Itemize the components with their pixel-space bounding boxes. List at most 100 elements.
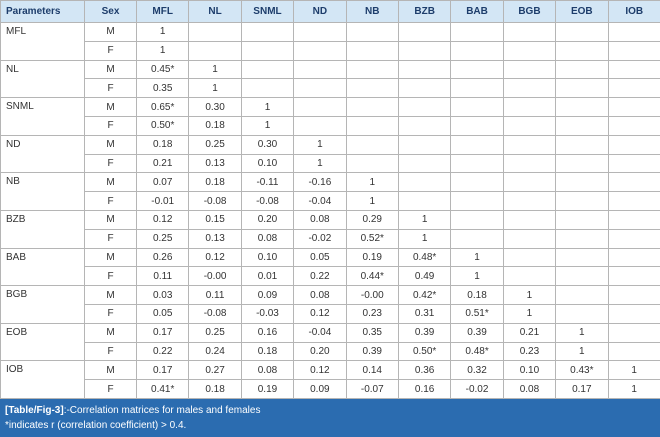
empty-cell: [503, 135, 555, 154]
empty-cell: [398, 173, 450, 192]
value-cell: 1: [503, 304, 555, 323]
empty-cell: [241, 79, 293, 98]
value-cell: 0.51*: [451, 304, 503, 323]
parameter-cell: IOB: [1, 361, 85, 399]
parameter-cell: ND: [1, 135, 85, 173]
value-cell: 1: [556, 323, 608, 342]
value-cell: 0.48*: [451, 342, 503, 361]
value-cell: 0.10: [241, 154, 293, 173]
empty-cell: [503, 192, 555, 211]
empty-cell: [451, 41, 503, 60]
empty-cell: [398, 116, 450, 135]
empty-cell: [241, 60, 293, 79]
empty-cell: [556, 304, 608, 323]
sex-cell: M: [85, 361, 137, 380]
empty-cell: [451, 154, 503, 173]
column-header: NB: [346, 1, 398, 23]
value-cell: 0.19: [346, 248, 398, 267]
empty-cell: [451, 23, 503, 42]
sex-cell: F: [85, 267, 137, 286]
empty-cell: [398, 192, 450, 211]
value-cell: -0.03: [241, 304, 293, 323]
value-cell: 0.42*: [398, 286, 450, 305]
value-cell: -0.01: [137, 192, 189, 211]
empty-cell: [451, 79, 503, 98]
value-cell: 0.65*: [137, 98, 189, 117]
value-cell: 0.50*: [137, 116, 189, 135]
value-cell: 0.41*: [137, 380, 189, 399]
empty-cell: [608, 342, 660, 361]
empty-cell: [451, 192, 503, 211]
value-cell: 0.48*: [398, 248, 450, 267]
column-header: Parameters: [1, 1, 85, 23]
value-cell: 0.15: [189, 210, 241, 229]
value-cell: 0.13: [189, 154, 241, 173]
empty-cell: [608, 154, 660, 173]
value-cell: 0.12: [189, 248, 241, 267]
value-cell: 0.18: [189, 116, 241, 135]
value-cell: 0.16: [398, 380, 450, 399]
empty-cell: [294, 116, 346, 135]
empty-cell: [451, 229, 503, 248]
sex-cell: F: [85, 304, 137, 323]
value-cell: 0.27: [189, 361, 241, 380]
value-cell: 0.18: [189, 173, 241, 192]
sex-cell: F: [85, 380, 137, 399]
value-cell: 1: [189, 79, 241, 98]
sex-cell: F: [85, 41, 137, 60]
empty-cell: [241, 41, 293, 60]
empty-cell: [346, 135, 398, 154]
empty-cell: [346, 23, 398, 42]
column-header: IOB: [608, 1, 660, 23]
value-cell: 0.22: [294, 267, 346, 286]
column-header: MFL: [137, 1, 189, 23]
empty-cell: [556, 135, 608, 154]
column-header: SNML: [241, 1, 293, 23]
column-header: Sex: [85, 1, 137, 23]
sex-cell: M: [85, 98, 137, 117]
empty-cell: [294, 98, 346, 117]
value-cell: 0.07: [137, 173, 189, 192]
value-cell: 1: [137, 41, 189, 60]
empty-cell: [556, 116, 608, 135]
value-cell: 0.21: [137, 154, 189, 173]
value-cell: 0.08: [241, 361, 293, 380]
value-cell: 0.18: [189, 380, 241, 399]
value-cell: 1: [556, 342, 608, 361]
value-cell: -0.08: [189, 304, 241, 323]
empty-cell: [398, 23, 450, 42]
value-cell: 1: [451, 248, 503, 267]
value-cell: -0.08: [241, 192, 293, 211]
value-cell: 1: [137, 23, 189, 42]
sex-cell: M: [85, 286, 137, 305]
value-cell: 1: [294, 135, 346, 154]
empty-cell: [294, 23, 346, 42]
empty-cell: [346, 116, 398, 135]
value-cell: 0.17: [137, 323, 189, 342]
value-cell: -0.16: [294, 173, 346, 192]
empty-cell: [398, 98, 450, 117]
empty-cell: [608, 248, 660, 267]
empty-cell: [398, 135, 450, 154]
value-cell: 0.18: [241, 342, 293, 361]
empty-cell: [556, 210, 608, 229]
value-cell: 0.09: [294, 380, 346, 399]
empty-cell: [503, 23, 555, 42]
value-cell: 1: [346, 173, 398, 192]
empty-cell: [556, 98, 608, 117]
column-header: BAB: [451, 1, 503, 23]
value-cell: 0.01: [241, 267, 293, 286]
value-cell: 0.26: [137, 248, 189, 267]
empty-cell: [346, 79, 398, 98]
empty-cell: [608, 41, 660, 60]
value-cell: 0.35: [137, 79, 189, 98]
value-cell: -0.11: [241, 173, 293, 192]
value-cell: 0.30: [241, 135, 293, 154]
caption-text: :-Correlation matrices for males and fem…: [64, 405, 261, 416]
value-cell: 0.30: [189, 98, 241, 117]
